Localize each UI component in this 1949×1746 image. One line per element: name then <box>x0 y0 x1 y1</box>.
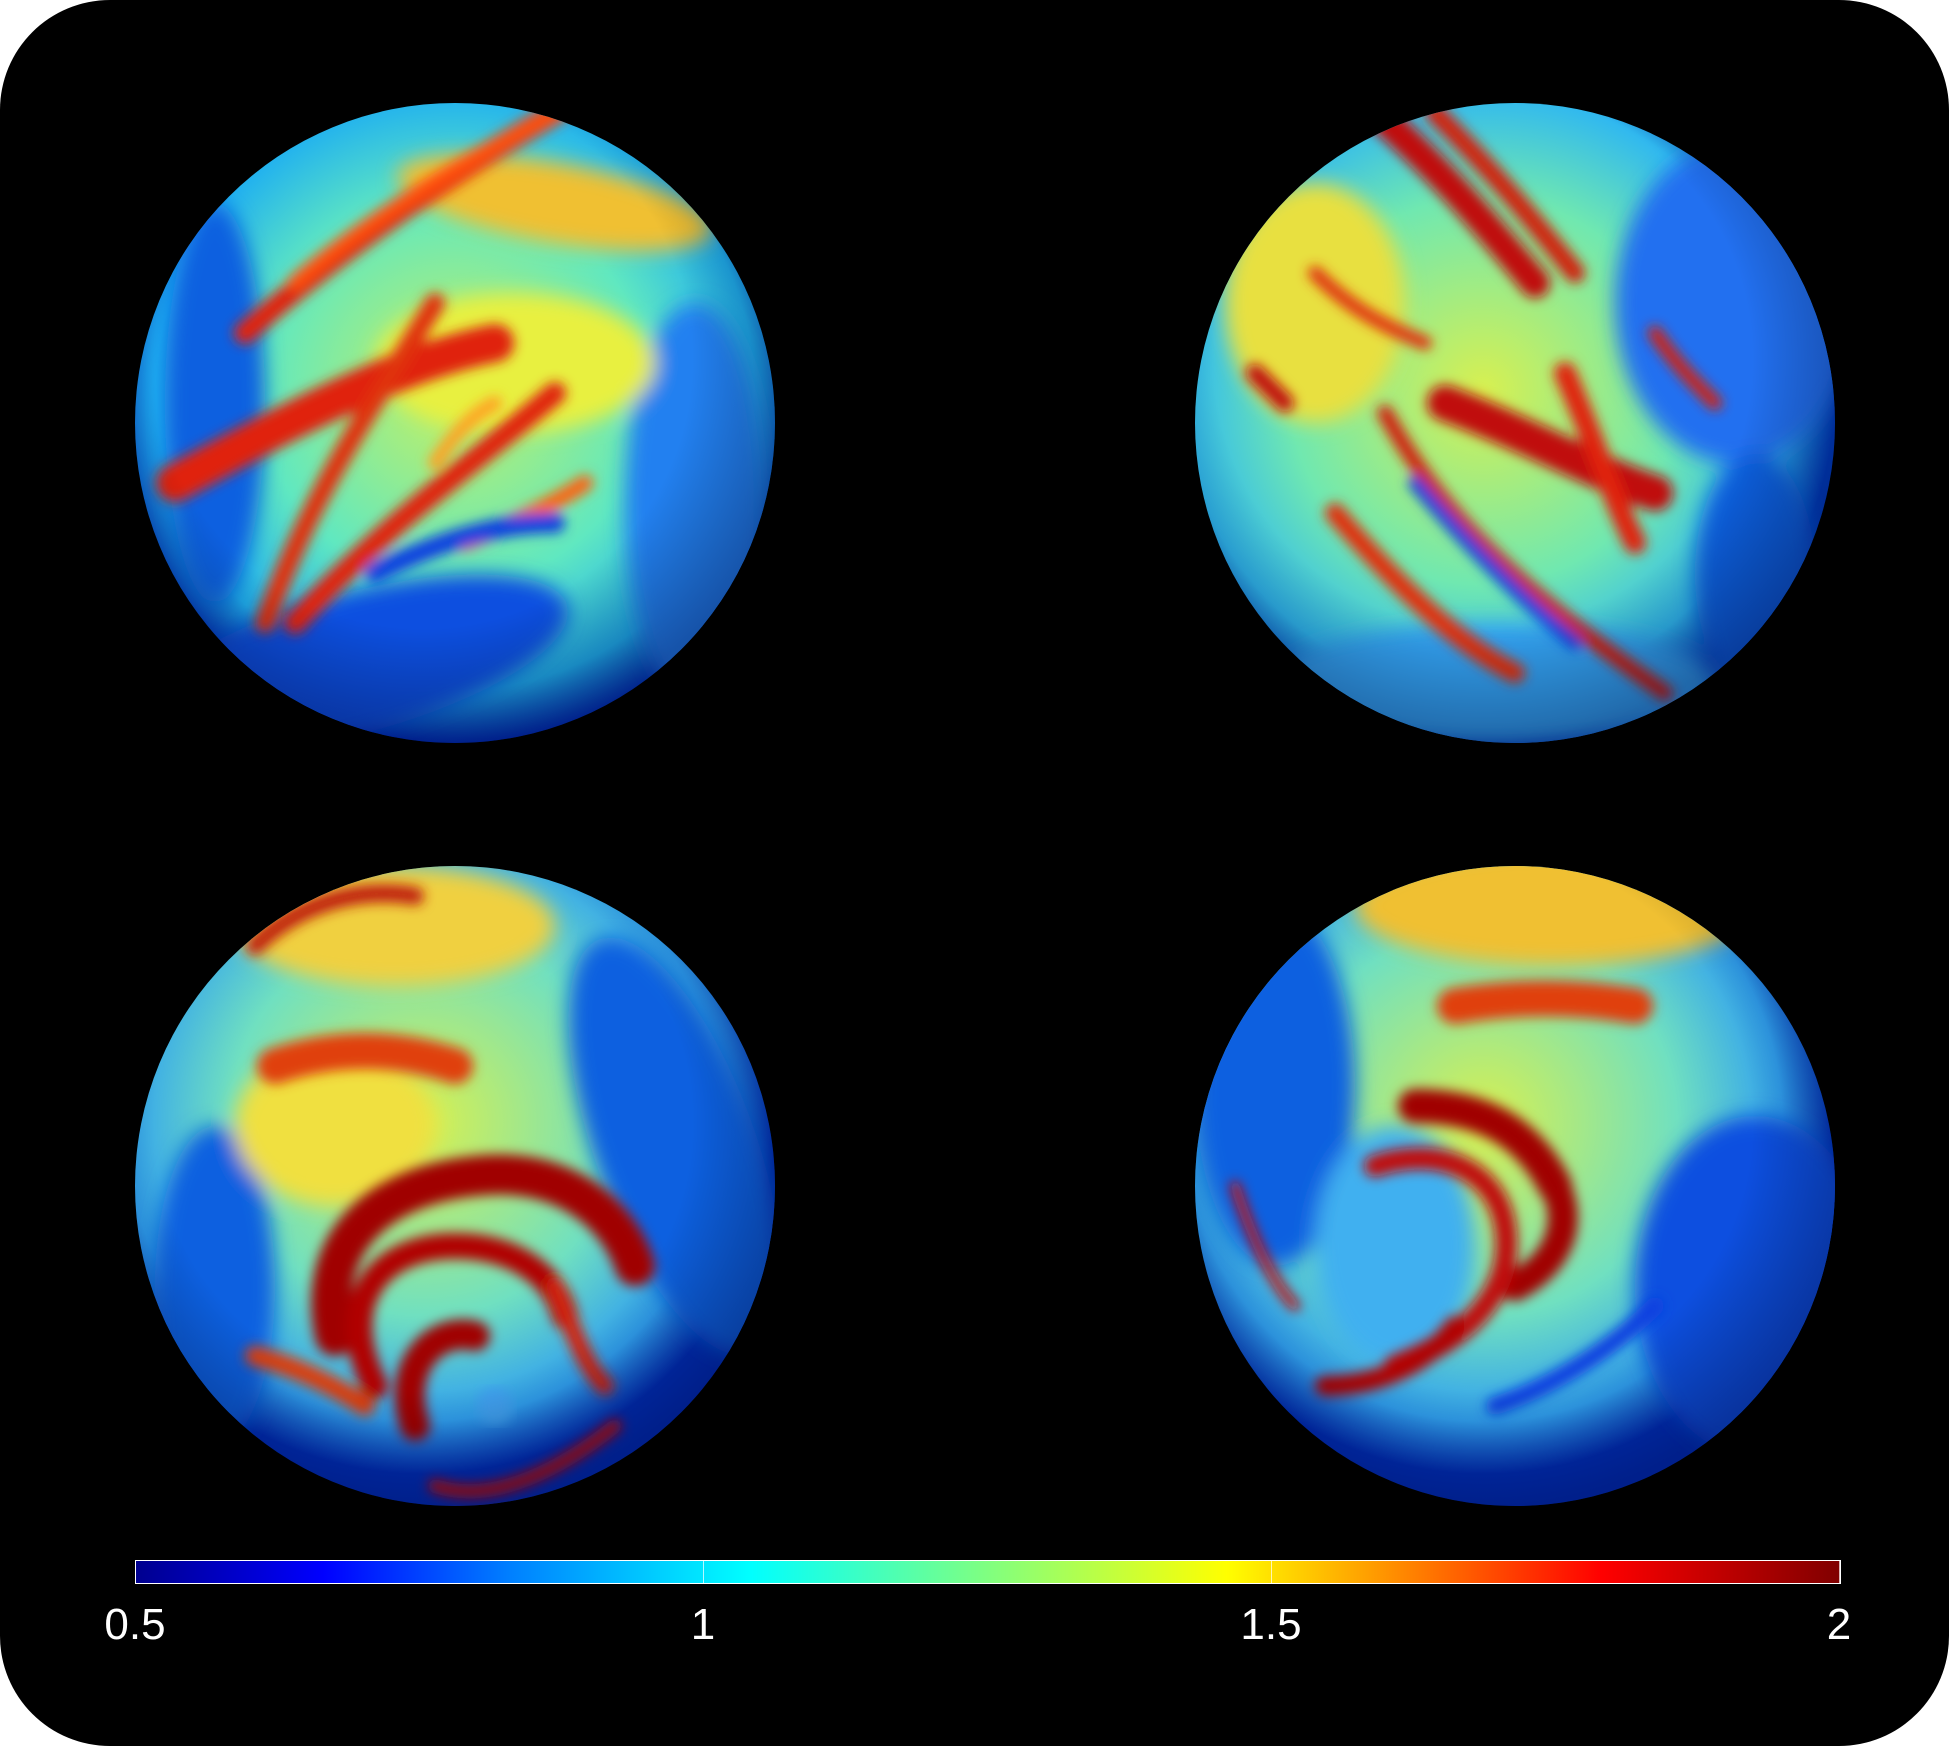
colorbar-tick-mark <box>703 1560 704 1584</box>
sphere-top-right <box>1195 103 1835 743</box>
sphere-top-left <box>135 103 775 743</box>
colorbar-tick-mark <box>135 1560 136 1584</box>
colorbar-tick-mark <box>1271 1560 1272 1584</box>
colorbar-tick-mark <box>1839 1560 1840 1584</box>
colorbar-tick-label-2: 2 <box>1826 1600 1852 1649</box>
colorbar-tick-label-1-5: 1.5 <box>1240 1600 1302 1649</box>
sphere-bottom-left <box>135 866 775 1506</box>
colorbar-tick-label-1: 1 <box>690 1600 716 1649</box>
colorbar <box>135 1560 1841 1584</box>
colorbar-tick-label-0-5: 0.5 <box>104 1600 166 1649</box>
sphere-bottom-right <box>1195 866 1835 1506</box>
